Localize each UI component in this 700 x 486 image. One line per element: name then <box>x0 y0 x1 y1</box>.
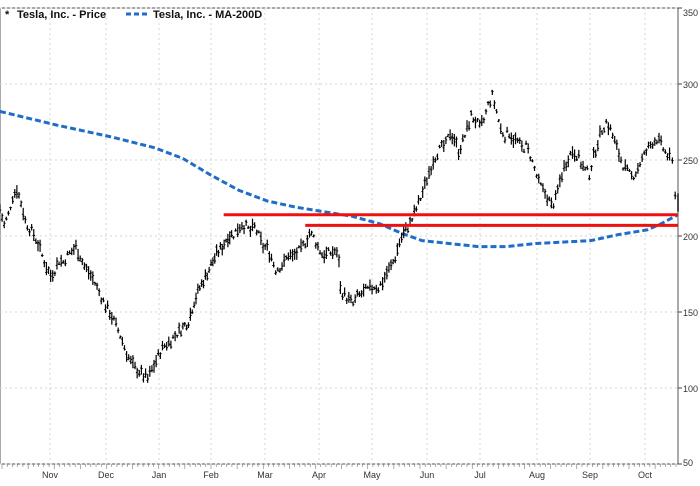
legend-item-price: * Tesla, Inc. - Price <box>5 9 106 21</box>
reference-lines-layer <box>223 213 678 227</box>
legend-price-label: Tesla, Inc. - Price <box>17 9 106 21</box>
x-tick-label: Mar <box>257 470 273 480</box>
legend-item-ma: Tesla, Inc. - MA-200D <box>126 9 262 21</box>
x-tick-label: Nov <box>42 470 59 480</box>
x-tick-label: Feb <box>203 470 219 480</box>
x-tick-label: Oct <box>638 470 653 480</box>
legend-price-marker: * <box>5 9 10 21</box>
y-tick-label: 200 <box>683 232 698 242</box>
y-tick-label: 300 <box>683 80 698 90</box>
y-tick-label: 350 <box>683 8 698 18</box>
x-tick-label: Jun <box>420 470 435 480</box>
legend: * Tesla, Inc. - Price Tesla, Inc. - MA-2… <box>5 9 262 21</box>
ma-200d-layer <box>0 109 679 249</box>
y-tick-label: 50 <box>683 458 693 468</box>
price-layer <box>0 89 679 383</box>
y-tick-label: 150 <box>683 308 698 318</box>
x-tick-label: May <box>363 470 381 480</box>
legend-ma-label: Tesla, Inc. - MA-200D <box>153 9 262 21</box>
x-tick-label: Jul <box>474 470 486 480</box>
ma-200d-line <box>0 109 679 249</box>
grid-layer <box>0 7 678 465</box>
y-tick-label: 100 <box>683 384 698 394</box>
axis-layer: 50 100 150 200 250 300 350 Nov Dec Jan Feb Mar Apr Ma… <box>1 7 698 480</box>
x-tick-label: Jan <box>152 470 167 480</box>
x-tick-label: Aug <box>529 470 545 480</box>
x-tick-label: Dec <box>98 470 115 480</box>
x-tick-label: Apr <box>312 470 326 480</box>
x-tick-label: Sep <box>582 470 598 480</box>
y-tick-label: 250 <box>683 156 698 166</box>
